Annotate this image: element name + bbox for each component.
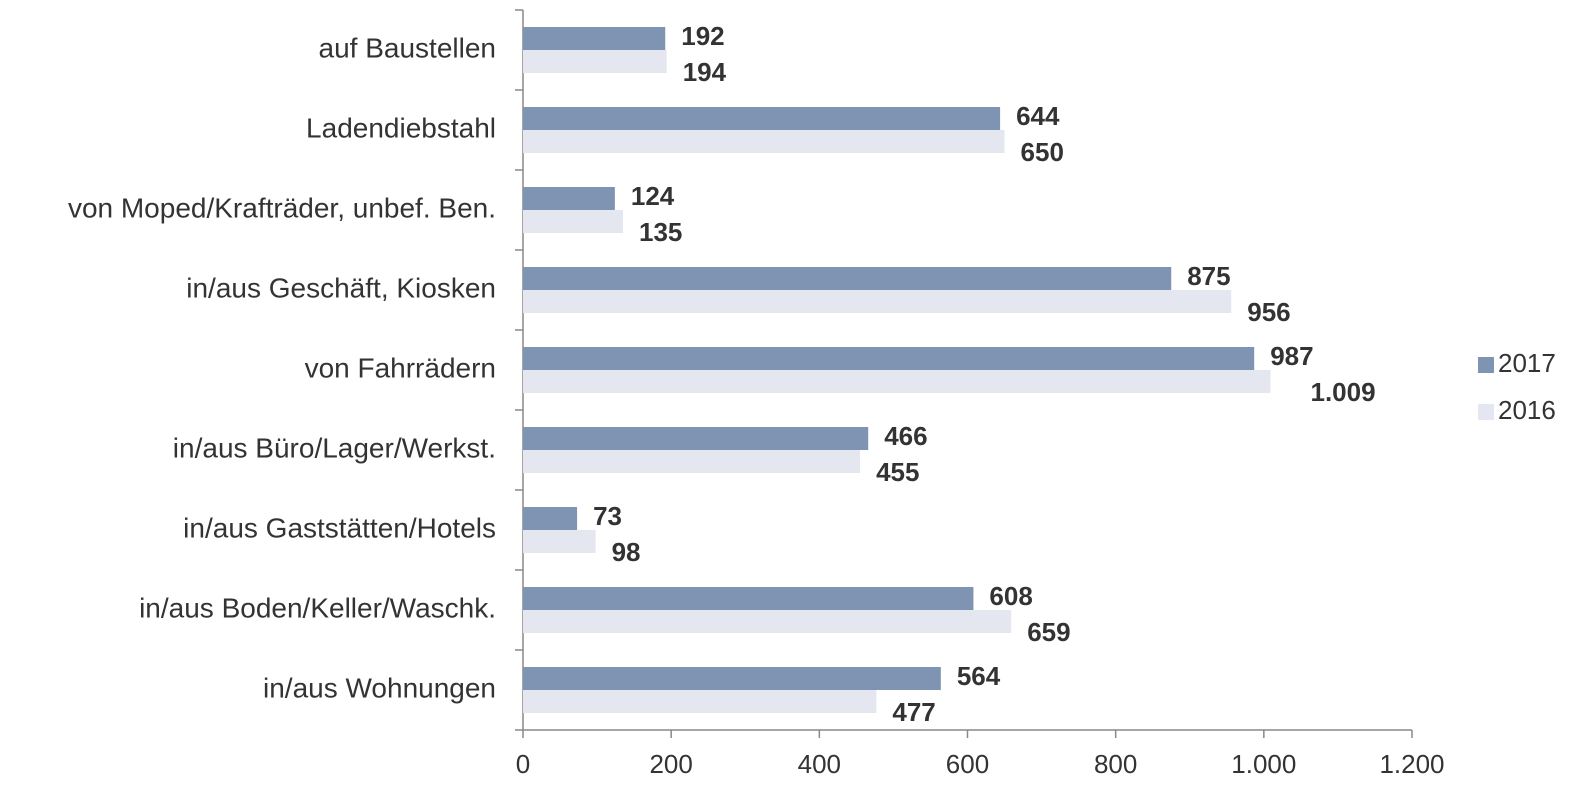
bar [523, 530, 596, 553]
value-label: 956 [1247, 297, 1290, 327]
x-tick-label: 400 [798, 749, 841, 779]
value-label: 659 [1027, 617, 1070, 647]
bar [523, 187, 615, 210]
category-label: auf Baustellen [319, 32, 496, 63]
value-label: 644 [1016, 101, 1060, 131]
value-label: 564 [957, 661, 1001, 691]
value-label: 194 [683, 57, 727, 87]
legend-swatch [1478, 357, 1494, 373]
x-tick-label: 800 [1094, 749, 1137, 779]
bar [523, 507, 578, 530]
legend-label: 2017 [1498, 348, 1556, 378]
legend-swatch [1478, 404, 1494, 420]
category-label: Ladendiebstahl [306, 112, 496, 143]
bar [523, 290, 1232, 313]
bar [523, 667, 941, 690]
legend-label: 2016 [1498, 395, 1556, 425]
value-label: 650 [1021, 137, 1064, 167]
bar [523, 690, 877, 713]
bar [523, 107, 1001, 130]
value-label: 608 [989, 581, 1032, 611]
value-label: 73 [593, 501, 622, 531]
bar [523, 370, 1271, 393]
category-label: von Moped/Krafträder, unbef. Ben. [68, 192, 496, 223]
x-tick-label: 200 [649, 749, 692, 779]
bar [523, 267, 1172, 290]
value-label: 466 [884, 421, 927, 451]
bar [523, 27, 666, 50]
category-label: von Fahrrädern [305, 352, 496, 383]
x-tick-label: 600 [946, 749, 989, 779]
x-tick-label: 1.200 [1379, 749, 1444, 779]
value-label: 1.009 [1311, 377, 1376, 407]
value-label: 124 [631, 181, 675, 211]
value-label: 987 [1270, 341, 1313, 371]
value-label: 477 [892, 697, 935, 727]
category-label: in/aus Wohnungen [263, 672, 496, 703]
category-label: in/aus Geschäft, Kiosken [186, 272, 496, 303]
bar [523, 130, 1005, 153]
category-label: in/aus Boden/Keller/Waschk. [139, 592, 496, 623]
bar [523, 450, 861, 473]
category-label: in/aus Büro/Lager/Werkst. [173, 432, 496, 463]
bar [523, 50, 667, 73]
bar [523, 610, 1012, 633]
value-label: 875 [1187, 261, 1230, 291]
bar [523, 210, 624, 233]
x-tick-label: 0 [516, 749, 530, 779]
value-label: 135 [639, 217, 682, 247]
bar [523, 427, 869, 450]
value-label: 98 [612, 537, 641, 567]
category-label: in/aus Gaststätten/Hotels [183, 512, 496, 543]
bar [523, 347, 1255, 370]
bar [523, 587, 974, 610]
value-label: 192 [681, 21, 724, 51]
x-tick-label: 1.000 [1231, 749, 1296, 779]
value-label: 455 [876, 457, 919, 487]
